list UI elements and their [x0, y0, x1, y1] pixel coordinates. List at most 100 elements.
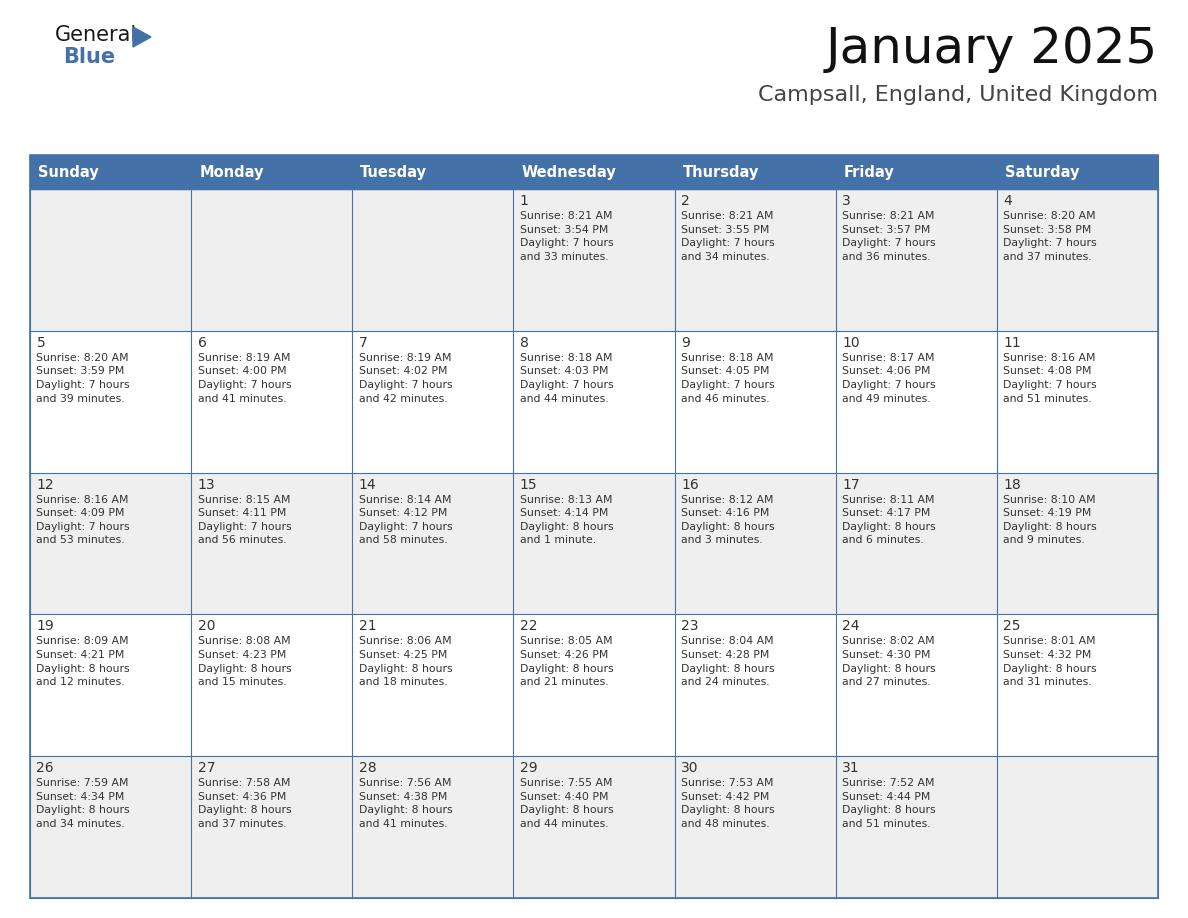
Text: Blue: Blue — [63, 47, 115, 67]
Text: 15: 15 — [520, 477, 537, 492]
Text: Sunrise: 8:21 AM
Sunset: 3:54 PM
Daylight: 7 hours
and 33 minutes.: Sunrise: 8:21 AM Sunset: 3:54 PM Dayligh… — [520, 211, 613, 262]
Bar — [997, 756, 1158, 898]
Text: 24: 24 — [842, 620, 860, 633]
Text: 26: 26 — [37, 761, 55, 775]
Bar — [513, 473, 675, 614]
Bar — [30, 189, 191, 330]
Bar — [997, 614, 1158, 756]
Text: Sunrise: 7:53 AM
Sunset: 4:42 PM
Daylight: 8 hours
and 48 minutes.: Sunrise: 7:53 AM Sunset: 4:42 PM Dayligh… — [681, 778, 775, 829]
Text: Sunrise: 8:18 AM
Sunset: 4:05 PM
Daylight: 7 hours
and 46 minutes.: Sunrise: 8:18 AM Sunset: 4:05 PM Dayligh… — [681, 353, 775, 404]
Text: Sunrise: 7:52 AM
Sunset: 4:44 PM
Daylight: 8 hours
and 51 minutes.: Sunrise: 7:52 AM Sunset: 4:44 PM Dayligh… — [842, 778, 936, 829]
Text: Campsall, England, United Kingdom: Campsall, England, United Kingdom — [758, 85, 1158, 105]
Text: Sunrise: 8:19 AM
Sunset: 4:02 PM
Daylight: 7 hours
and 42 minutes.: Sunrise: 8:19 AM Sunset: 4:02 PM Dayligh… — [359, 353, 453, 404]
Text: Sunrise: 8:20 AM
Sunset: 3:58 PM
Daylight: 7 hours
and 37 minutes.: Sunrise: 8:20 AM Sunset: 3:58 PM Dayligh… — [1004, 211, 1097, 262]
Text: Sunrise: 8:16 AM
Sunset: 4:08 PM
Daylight: 7 hours
and 51 minutes.: Sunrise: 8:16 AM Sunset: 4:08 PM Dayligh… — [1004, 353, 1097, 404]
Bar — [191, 614, 353, 756]
Bar — [513, 155, 675, 189]
Text: 18: 18 — [1004, 477, 1020, 492]
Text: Sunrise: 7:59 AM
Sunset: 4:34 PM
Daylight: 8 hours
and 34 minutes.: Sunrise: 7:59 AM Sunset: 4:34 PM Dayligh… — [37, 778, 129, 829]
Bar — [675, 330, 835, 473]
Polygon shape — [133, 27, 151, 47]
Text: 11: 11 — [1004, 336, 1020, 350]
Text: 22: 22 — [520, 620, 537, 633]
Text: Sunrise: 8:18 AM
Sunset: 4:03 PM
Daylight: 7 hours
and 44 minutes.: Sunrise: 8:18 AM Sunset: 4:03 PM Dayligh… — [520, 353, 613, 404]
Text: Sunrise: 8:11 AM
Sunset: 4:17 PM
Daylight: 8 hours
and 6 minutes.: Sunrise: 8:11 AM Sunset: 4:17 PM Dayligh… — [842, 495, 936, 545]
Text: Sunrise: 8:02 AM
Sunset: 4:30 PM
Daylight: 8 hours
and 27 minutes.: Sunrise: 8:02 AM Sunset: 4:30 PM Dayligh… — [842, 636, 936, 688]
Text: 19: 19 — [37, 620, 55, 633]
Bar — [675, 756, 835, 898]
Text: 16: 16 — [681, 477, 699, 492]
Bar — [513, 189, 675, 330]
Bar — [191, 155, 353, 189]
Text: 5: 5 — [37, 336, 45, 350]
Bar — [30, 756, 191, 898]
Text: 14: 14 — [359, 477, 377, 492]
Text: 28: 28 — [359, 761, 377, 775]
Text: 17: 17 — [842, 477, 860, 492]
Bar — [675, 189, 835, 330]
Text: 29: 29 — [520, 761, 537, 775]
Text: 7: 7 — [359, 336, 367, 350]
Text: 30: 30 — [681, 761, 699, 775]
Bar — [353, 614, 513, 756]
Text: Sunrise: 8:17 AM
Sunset: 4:06 PM
Daylight: 7 hours
and 49 minutes.: Sunrise: 8:17 AM Sunset: 4:06 PM Dayligh… — [842, 353, 936, 404]
Bar — [997, 330, 1158, 473]
Text: 27: 27 — [197, 761, 215, 775]
Text: Sunrise: 8:09 AM
Sunset: 4:21 PM
Daylight: 8 hours
and 12 minutes.: Sunrise: 8:09 AM Sunset: 4:21 PM Dayligh… — [37, 636, 129, 688]
Text: Sunrise: 8:06 AM
Sunset: 4:25 PM
Daylight: 8 hours
and 18 minutes.: Sunrise: 8:06 AM Sunset: 4:25 PM Dayligh… — [359, 636, 453, 688]
Text: 3: 3 — [842, 194, 851, 208]
Text: Sunrise: 8:04 AM
Sunset: 4:28 PM
Daylight: 8 hours
and 24 minutes.: Sunrise: 8:04 AM Sunset: 4:28 PM Dayligh… — [681, 636, 775, 688]
Text: 8: 8 — [520, 336, 529, 350]
Text: Wednesday: Wednesday — [522, 164, 617, 180]
Text: Sunrise: 8:12 AM
Sunset: 4:16 PM
Daylight: 8 hours
and 3 minutes.: Sunrise: 8:12 AM Sunset: 4:16 PM Dayligh… — [681, 495, 775, 545]
Text: Sunrise: 8:19 AM
Sunset: 4:00 PM
Daylight: 7 hours
and 41 minutes.: Sunrise: 8:19 AM Sunset: 4:00 PM Dayligh… — [197, 353, 291, 404]
Bar — [353, 330, 513, 473]
Bar — [30, 155, 1158, 898]
Text: January 2025: January 2025 — [826, 25, 1158, 73]
Text: 12: 12 — [37, 477, 55, 492]
Bar — [353, 155, 513, 189]
Text: Monday: Monday — [200, 164, 264, 180]
Text: 9: 9 — [681, 336, 690, 350]
Text: Sunrise: 7:58 AM
Sunset: 4:36 PM
Daylight: 8 hours
and 37 minutes.: Sunrise: 7:58 AM Sunset: 4:36 PM Dayligh… — [197, 778, 291, 829]
Bar — [835, 155, 997, 189]
Bar — [675, 614, 835, 756]
Text: Sunday: Sunday — [38, 164, 99, 180]
Bar — [30, 473, 191, 614]
Text: Sunrise: 8:21 AM
Sunset: 3:55 PM
Daylight: 7 hours
and 34 minutes.: Sunrise: 8:21 AM Sunset: 3:55 PM Dayligh… — [681, 211, 775, 262]
Text: Tuesday: Tuesday — [360, 164, 428, 180]
Text: Sunrise: 7:55 AM
Sunset: 4:40 PM
Daylight: 8 hours
and 44 minutes.: Sunrise: 7:55 AM Sunset: 4:40 PM Dayligh… — [520, 778, 613, 829]
Text: 2: 2 — [681, 194, 690, 208]
Text: Sunrise: 8:16 AM
Sunset: 4:09 PM
Daylight: 7 hours
and 53 minutes.: Sunrise: 8:16 AM Sunset: 4:09 PM Dayligh… — [37, 495, 129, 545]
Text: Sunrise: 8:20 AM
Sunset: 3:59 PM
Daylight: 7 hours
and 39 minutes.: Sunrise: 8:20 AM Sunset: 3:59 PM Dayligh… — [37, 353, 129, 404]
Text: Sunrise: 8:01 AM
Sunset: 4:32 PM
Daylight: 8 hours
and 31 minutes.: Sunrise: 8:01 AM Sunset: 4:32 PM Dayligh… — [1004, 636, 1097, 688]
Bar — [835, 330, 997, 473]
Text: 23: 23 — [681, 620, 699, 633]
Bar — [353, 473, 513, 614]
Text: Sunrise: 8:10 AM
Sunset: 4:19 PM
Daylight: 8 hours
and 9 minutes.: Sunrise: 8:10 AM Sunset: 4:19 PM Dayligh… — [1004, 495, 1097, 545]
Bar — [191, 189, 353, 330]
Text: Sunrise: 8:21 AM
Sunset: 3:57 PM
Daylight: 7 hours
and 36 minutes.: Sunrise: 8:21 AM Sunset: 3:57 PM Dayligh… — [842, 211, 936, 262]
Bar — [675, 473, 835, 614]
Bar — [30, 155, 191, 189]
Bar — [513, 330, 675, 473]
Text: Sunrise: 8:05 AM
Sunset: 4:26 PM
Daylight: 8 hours
and 21 minutes.: Sunrise: 8:05 AM Sunset: 4:26 PM Dayligh… — [520, 636, 613, 688]
Bar — [191, 756, 353, 898]
Bar — [835, 756, 997, 898]
Bar — [191, 473, 353, 614]
Bar — [513, 614, 675, 756]
Bar — [353, 756, 513, 898]
Text: Sunrise: 8:13 AM
Sunset: 4:14 PM
Daylight: 8 hours
and 1 minute.: Sunrise: 8:13 AM Sunset: 4:14 PM Dayligh… — [520, 495, 613, 545]
Text: 13: 13 — [197, 477, 215, 492]
Bar — [997, 155, 1158, 189]
Text: 20: 20 — [197, 620, 215, 633]
Text: Friday: Friday — [843, 164, 895, 180]
Bar — [353, 189, 513, 330]
Text: Sunrise: 8:14 AM
Sunset: 4:12 PM
Daylight: 7 hours
and 58 minutes.: Sunrise: 8:14 AM Sunset: 4:12 PM Dayligh… — [359, 495, 453, 545]
Bar — [30, 614, 191, 756]
Text: Saturday: Saturday — [1005, 164, 1080, 180]
Text: 25: 25 — [1004, 620, 1020, 633]
Bar — [835, 189, 997, 330]
Text: 4: 4 — [1004, 194, 1012, 208]
Text: 6: 6 — [197, 336, 207, 350]
